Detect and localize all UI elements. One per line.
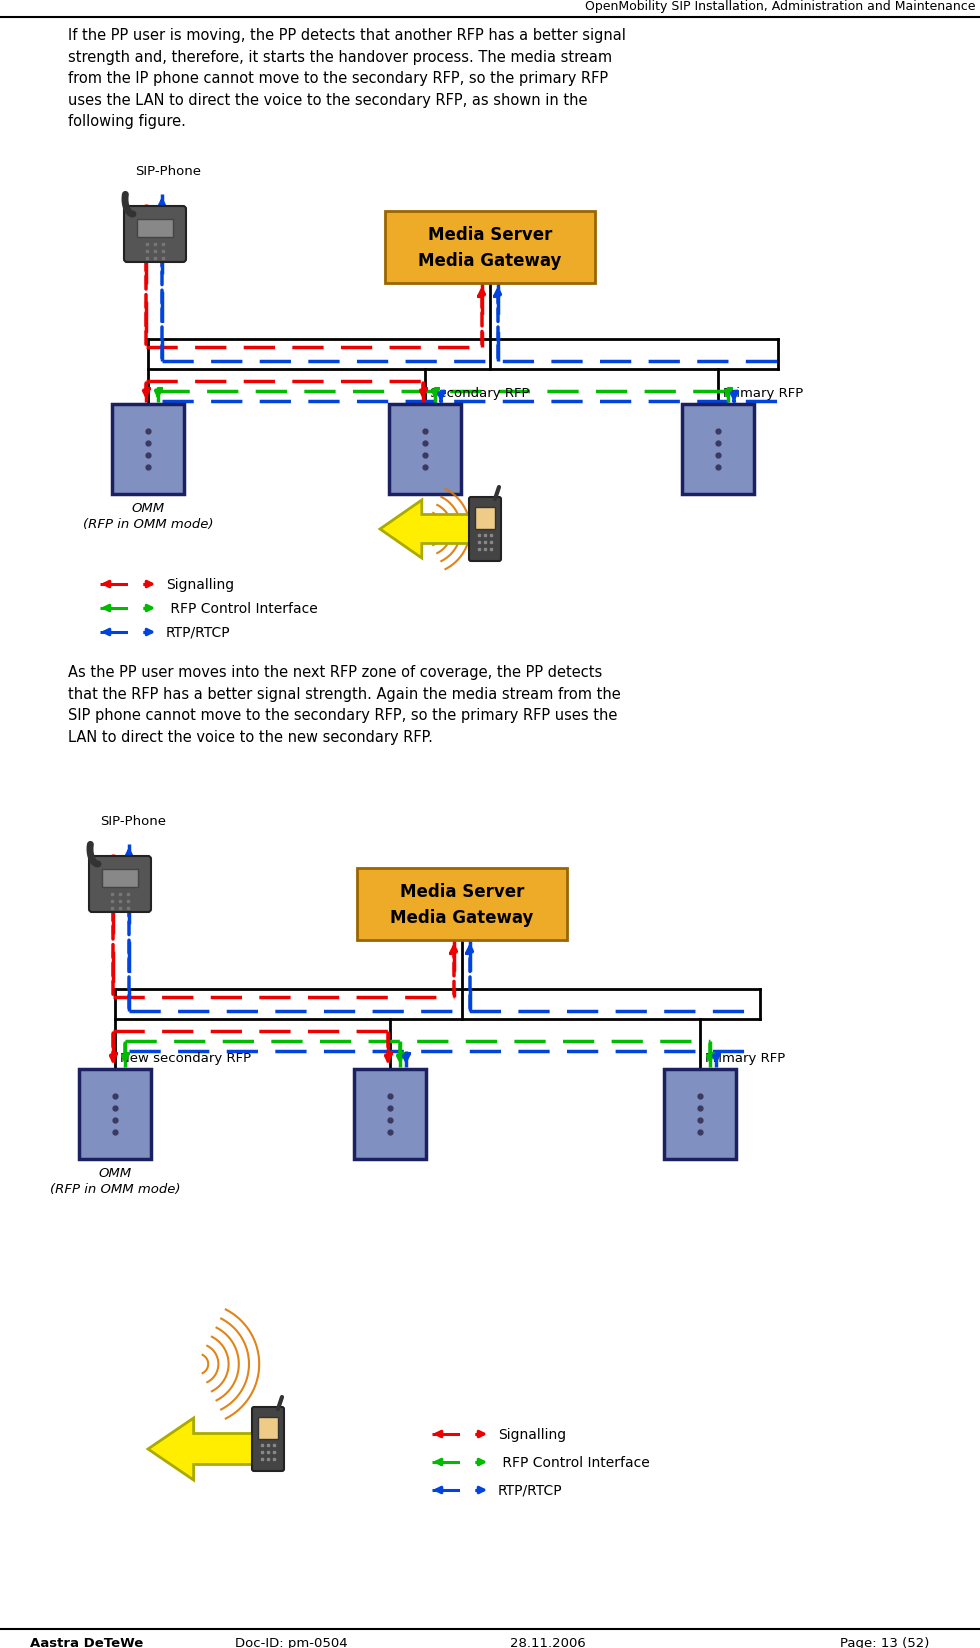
FancyBboxPatch shape [385,213,595,283]
Text: If the PP user is moving, the PP detects that another RFP has a better signal
st: If the PP user is moving, the PP detects… [68,28,626,129]
Text: SIP-Phone: SIP-Phone [100,814,166,827]
Text: Signalling: Signalling [166,578,234,592]
Text: RTP/RTCP: RTP/RTCP [498,1483,563,1496]
FancyArrow shape [380,501,490,559]
Text: Aastra DeTeWe: Aastra DeTeWe [30,1636,143,1648]
Text: OMM
(RFP in OMM mode): OMM (RFP in OMM mode) [50,1167,180,1195]
FancyBboxPatch shape [357,868,567,941]
Text: Media Server
Media Gateway: Media Server Media Gateway [418,226,562,270]
FancyBboxPatch shape [389,405,461,494]
Text: Primary RFP: Primary RFP [705,1051,785,1065]
Text: RTP/RTCP: RTP/RTCP [166,626,230,639]
Text: Secondary RFP: Secondary RFP [430,387,529,400]
FancyBboxPatch shape [137,219,173,237]
Text: Doc-ID: pm-0504: Doc-ID: pm-0504 [235,1636,348,1648]
FancyBboxPatch shape [354,1070,426,1159]
FancyBboxPatch shape [258,1417,278,1439]
Text: 28.11.2006: 28.11.2006 [510,1636,586,1648]
Text: As the PP user moves into the next RFP zone of coverage, the PP detects
that the: As the PP user moves into the next RFP z… [68,664,620,745]
FancyBboxPatch shape [112,405,184,494]
Text: Primary RFP: Primary RFP [723,387,804,400]
Text: RFP Control Interface: RFP Control Interface [166,602,318,616]
FancyBboxPatch shape [79,1070,151,1159]
Text: Media Server
Media Gateway: Media Server Media Gateway [390,882,534,926]
Text: OpenMobility SIP Installation, Administration and Maintenance: OpenMobility SIP Installation, Administr… [584,0,975,13]
Text: RFP Control Interface: RFP Control Interface [498,1455,650,1468]
FancyBboxPatch shape [682,405,754,494]
FancyBboxPatch shape [475,508,495,529]
FancyBboxPatch shape [124,208,186,262]
FancyBboxPatch shape [469,498,501,562]
FancyBboxPatch shape [102,870,138,888]
Text: SIP-Phone: SIP-Phone [135,165,201,178]
FancyBboxPatch shape [89,857,151,913]
FancyBboxPatch shape [664,1070,736,1159]
Text: Signalling: Signalling [498,1427,566,1440]
FancyArrow shape [148,1419,268,1480]
FancyBboxPatch shape [252,1407,284,1472]
Text: Page: 13 (52): Page: 13 (52) [840,1636,929,1648]
Text: OMM
(RFP in OMM mode): OMM (RFP in OMM mode) [82,501,214,531]
Text: New secondary RFP: New secondary RFP [120,1051,251,1065]
